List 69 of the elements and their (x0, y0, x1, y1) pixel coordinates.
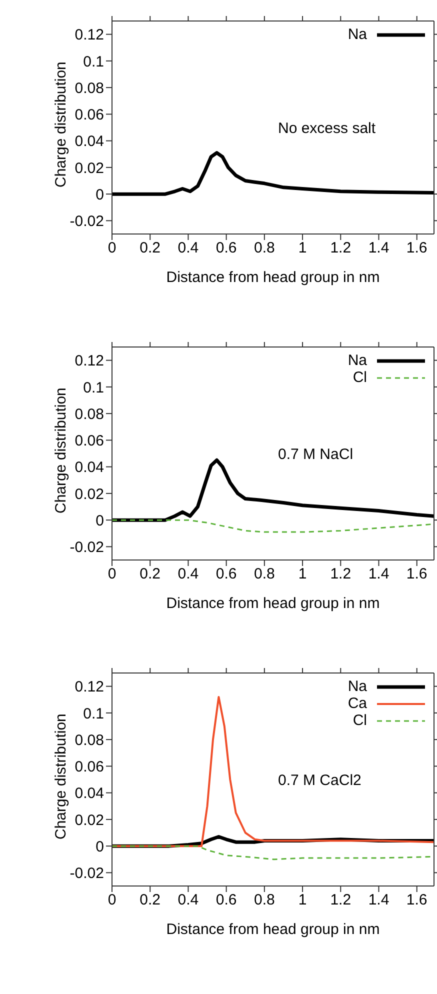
y-tick-label: 0.06 (74, 758, 104, 776)
x-tick-label: 1.4 (368, 566, 390, 583)
y-tick-label: 0.04 (74, 785, 104, 802)
y-tick-label: 0.12 (74, 678, 104, 696)
x-axis-title: Distance from head group in nm (166, 921, 380, 938)
y-tick-label: -0.02 (70, 213, 104, 230)
line-series (112, 151, 434, 196)
y-tick-label: 0.06 (74, 432, 104, 450)
x-tick-label: 0.6 (216, 566, 237, 583)
x-tick-label: 1.4 (368, 892, 390, 909)
x-tick-label: 1.4 (368, 240, 390, 257)
x-tick-label: 0.2 (140, 240, 161, 257)
y-tick-label: 0.04 (74, 459, 104, 476)
legend-label: Na (348, 678, 367, 695)
x-tick-label: 1.6 (406, 892, 428, 909)
y-tick-label: -0.02 (70, 539, 104, 556)
x-tick-label: 1.6 (406, 566, 428, 583)
x-tick-label: 0.8 (254, 240, 275, 257)
y-tick-label: 0.02 (74, 486, 104, 503)
legend-label: Cl (352, 712, 367, 729)
legend-label: Cl (352, 369, 367, 386)
x-tick-label: 0.2 (140, 566, 161, 583)
x-tick-label: 1.2 (330, 566, 352, 583)
y-tick-label: 0.02 (74, 160, 104, 177)
x-tick-label: 0.8 (254, 892, 275, 909)
x-tick-label: 0.4 (178, 892, 199, 909)
legend-label: Na (348, 26, 367, 43)
y-tick-label: 0.04 (74, 133, 104, 150)
x-tick-label: 0.8 (254, 566, 275, 583)
x-tick-label: 0.6 (216, 240, 237, 257)
y-axis-title: Charge distribution (52, 62, 70, 188)
y-tick-label: 0 (96, 186, 104, 204)
y-tick-label: 0.02 (74, 812, 104, 829)
line-series (112, 458, 434, 522)
annotation: No excess salt (278, 120, 376, 137)
x-tick-label: 0 (108, 892, 116, 909)
x-axis-title: Distance from head group in nm (166, 595, 380, 612)
legend-label: Ca (348, 695, 367, 712)
y-tick-label: -0.02 (70, 865, 104, 882)
y-axis-title: Charge distribution (52, 714, 70, 840)
y-tick-label: 0.1 (83, 379, 104, 396)
y-tick-label: 0.1 (83, 53, 104, 70)
y-tick-label: 0.06 (74, 106, 104, 124)
x-tick-label: 1 (298, 566, 307, 583)
x-tick-label: 0.2 (140, 892, 161, 909)
x-tick-label: 1.2 (330, 240, 352, 257)
x-tick-label: 1.2 (330, 892, 352, 909)
legend-label: Na (348, 352, 367, 369)
y-tick-label: 0.1 (83, 705, 104, 722)
annotation: 0.7 M NaCl (278, 446, 354, 463)
line-series (112, 696, 434, 848)
x-tick-label: 0.6 (216, 892, 237, 909)
x-tick-label: 0 (108, 566, 116, 583)
x-tick-label: 0.4 (178, 240, 199, 257)
y-tick-label: 0.08 (74, 406, 104, 423)
x-tick-label: 1.6 (406, 240, 428, 257)
y-tick-label: 0 (96, 838, 104, 856)
x-axis-title: Distance from head group in nm (166, 269, 380, 286)
annotation: 0.7 M CaCl2 (278, 772, 362, 789)
y-tick-label: 0.12 (74, 352, 104, 370)
x-tick-label: 1 (298, 240, 307, 257)
x-tick-label: 0.4 (178, 566, 199, 583)
x-tick-label: 0 (108, 240, 116, 257)
x-tick-label: 1 (298, 892, 307, 909)
y-tick-label: 0.08 (74, 80, 104, 97)
y-tick-label: 0.08 (74, 732, 104, 749)
y-tick-label: 0.12 (74, 26, 104, 44)
y-axis-title: Charge distribution (52, 388, 70, 514)
y-tick-label: 0 (96, 512, 104, 530)
